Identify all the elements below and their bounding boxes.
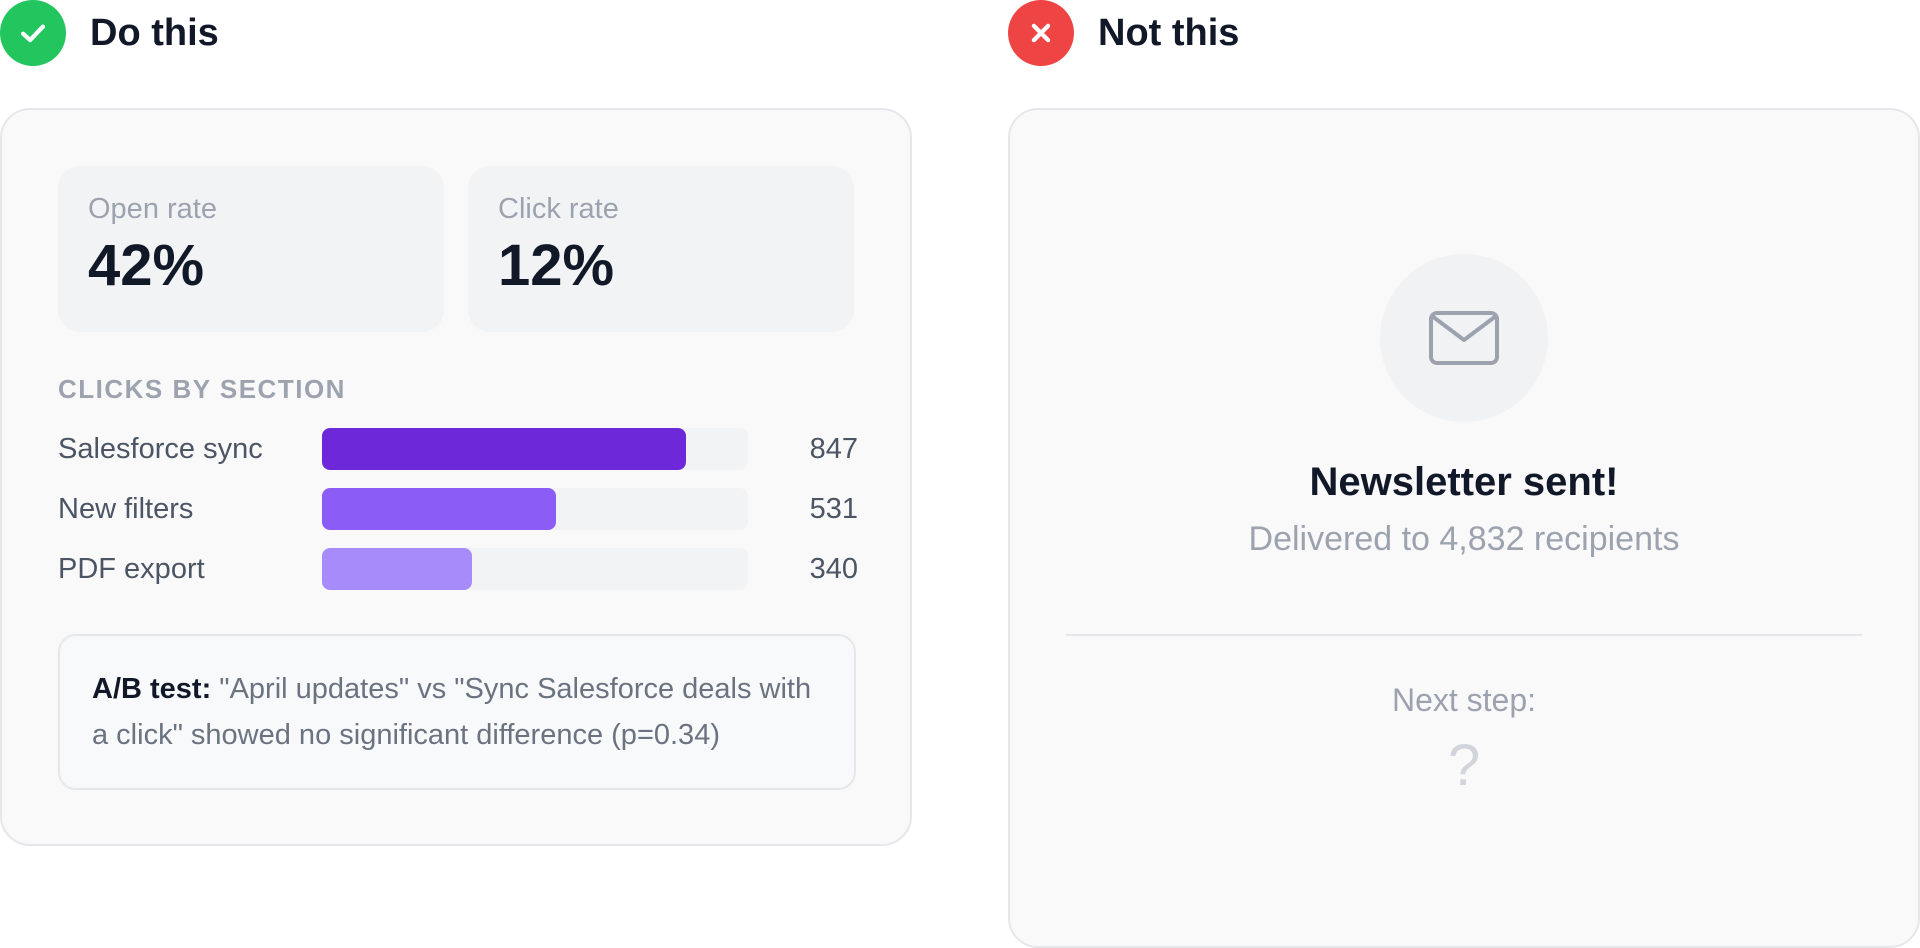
click-rate-card: Click rate 12% <box>468 166 854 332</box>
next-step-label: Next step: <box>1391 682 1537 718</box>
bar-track <box>322 428 748 470</box>
check-icon <box>20 24 46 43</box>
bar-value: 531 <box>809 493 858 525</box>
not-this-title: Not this <box>1098 11 1240 54</box>
ab-test-label: A/B test: <box>92 673 212 705</box>
open-rate-value: 42% <box>88 233 205 298</box>
bar-label: PDF export <box>58 553 205 585</box>
do-this-card: Open rate 42% Click rate 12% CLICKS BY S… <box>0 108 912 846</box>
next-step-question-mark: ? <box>1447 733 1481 798</box>
not-this-header: Not this <box>1008 0 1239 66</box>
bar-row-new-filters: New filters 531 <box>58 488 858 530</box>
bar-row-salesforce-sync: Salesforce sync 847 <box>58 428 858 470</box>
bar-fill <box>322 548 472 590</box>
click-rate-value: 12% <box>498 233 615 298</box>
bar-track <box>322 488 748 530</box>
divider <box>1066 634 1862 636</box>
newsletter-sent-title: Newsletter sent! <box>1309 460 1619 504</box>
envelope-icon <box>1429 311 1499 365</box>
bar-value: 847 <box>809 433 858 465</box>
bar-fill <box>322 428 687 470</box>
bar-value: 340 <box>809 553 858 585</box>
do-this-title: Do this <box>90 11 219 54</box>
bar-track <box>322 548 748 590</box>
ab-test-text: "April updates" vs "Sync Salesforce deal… <box>92 673 812 751</box>
ab-test-callout: A/B test: "April updates" vs "Sync Sales… <box>58 634 856 790</box>
bar-label: New filters <box>58 493 194 525</box>
x-badge <box>1008 0 1074 66</box>
x-icon <box>1031 23 1051 43</box>
bar-row-pdf-export: PDF export 340 <box>58 548 858 590</box>
not-this-card: Newsletter sent! Delivered to 4,832 reci… <box>1008 108 1920 948</box>
delivered-subtitle: Delivered to 4,832 recipients <box>1248 520 1680 558</box>
open-rate-card: Open rate 42% <box>58 166 444 332</box>
open-rate-label: Open rate <box>88 193 217 225</box>
envelope-circle <box>1380 254 1548 422</box>
bar-label: Salesforce sync <box>58 433 263 465</box>
check-badge <box>0 0 66 66</box>
bar-fill <box>322 488 557 530</box>
do-this-header: Do this <box>0 0 219 66</box>
clicks-by-section-title: CLICKS BY SECTION <box>58 374 346 404</box>
click-rate-label: Click rate <box>498 193 619 225</box>
